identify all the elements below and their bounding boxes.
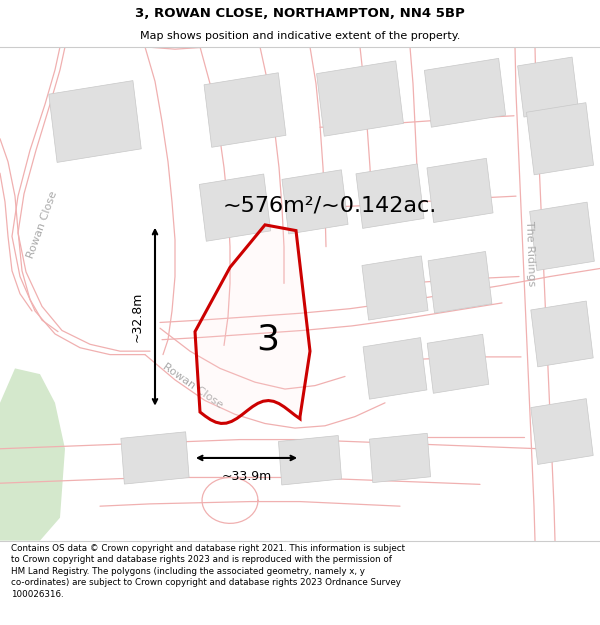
Polygon shape — [317, 61, 403, 136]
Text: ~33.9m: ~33.9m — [221, 470, 272, 483]
Polygon shape — [530, 202, 595, 271]
Polygon shape — [428, 251, 492, 313]
Polygon shape — [195, 225, 310, 423]
Polygon shape — [531, 399, 593, 464]
Polygon shape — [356, 164, 424, 228]
Text: ~32.8m: ~32.8m — [131, 291, 143, 342]
Polygon shape — [0, 368, 65, 541]
Polygon shape — [282, 170, 348, 234]
Text: Map shows position and indicative extent of the property.: Map shows position and indicative extent… — [140, 31, 460, 41]
Polygon shape — [427, 158, 493, 222]
Polygon shape — [199, 174, 271, 241]
Polygon shape — [49, 81, 141, 162]
Polygon shape — [424, 58, 506, 127]
Polygon shape — [427, 334, 489, 393]
Polygon shape — [204, 72, 286, 148]
Polygon shape — [278, 436, 341, 485]
Polygon shape — [531, 301, 593, 367]
Polygon shape — [526, 102, 593, 175]
Polygon shape — [518, 57, 578, 117]
Text: Contains OS data © Crown copyright and database right 2021. This information is : Contains OS data © Crown copyright and d… — [11, 544, 405, 599]
Text: ~576m²/~0.142ac.: ~576m²/~0.142ac. — [223, 196, 437, 216]
Text: The Ridings: The Ridings — [524, 221, 536, 286]
Text: Rowan Close: Rowan Close — [25, 190, 59, 260]
Polygon shape — [121, 432, 189, 484]
Polygon shape — [362, 256, 428, 320]
Text: 3: 3 — [257, 322, 280, 357]
Text: 3, ROWAN CLOSE, NORTHAMPTON, NN4 5BP: 3, ROWAN CLOSE, NORTHAMPTON, NN4 5BP — [135, 7, 465, 19]
Text: Rowan Close: Rowan Close — [161, 361, 225, 410]
Polygon shape — [370, 433, 431, 482]
Polygon shape — [363, 338, 427, 399]
